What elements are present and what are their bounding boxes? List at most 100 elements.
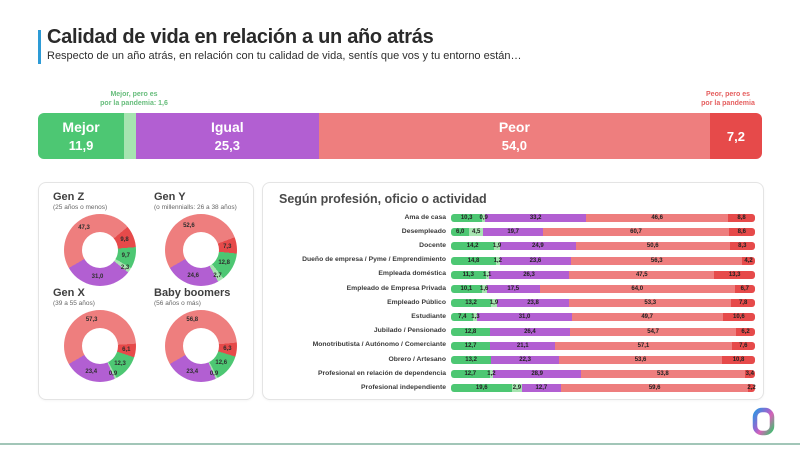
profession-bar-segment-mejor: 12,8: [451, 327, 490, 336]
profession-bar: 19,6 2,9 12,7 59,6 2,2: [451, 384, 756, 393]
profession-segment-value: 6,7: [740, 286, 749, 293]
donut-segment-label-mejor: 12,6: [215, 360, 228, 367]
overall-segment-name: Mejor: [62, 119, 100, 135]
profession-bar-segment-mejor_pandemia: 1,2: [487, 370, 496, 379]
profession-bar-segment-peor_pandemia: 3,4: [744, 370, 755, 379]
profession-row: Profesional en relación de dependencia 12…: [271, 367, 755, 381]
profession-bar-segment-peor_pandemia: 6,2: [736, 327, 755, 336]
profession-segment-value: 60,7: [630, 229, 642, 236]
profession-segment-value: 49,7: [641, 314, 654, 321]
donut-segment-label-mejor_pandemia: 2,3: [120, 264, 130, 271]
profession-bar-segment-igual: 17,5: [486, 285, 540, 294]
profession-row: Obrero / Artesano 13,2 22,3 53,6 10,8: [271, 353, 755, 367]
annotation-peor-line2: por la pandemia: [701, 100, 755, 108]
profession-segment-value: 1,2: [487, 371, 496, 378]
profession-segment-value: 56,3: [650, 257, 663, 264]
overall-segment-value: 25,3: [214, 138, 240, 153]
profession-bar: 10,3 0,9 33,2 46,6 8,8: [451, 214, 755, 223]
profession-bar-segment-igual: 26,3: [488, 270, 570, 279]
profession-bar-segment-igual: 33,2: [485, 214, 587, 223]
overall-bar-segment-mejor_pandemia: [124, 113, 136, 159]
donut-segment-label-peor: 56,8: [186, 317, 199, 324]
donut-segment-label-peor_pandemia: 9,8: [120, 236, 129, 243]
profession-segment-value: 2,9: [512, 385, 522, 392]
profession-bar-segment-peor: 50,6: [575, 242, 730, 251]
profession-bar: 13,2 22,3 53,6 10,8: [451, 355, 755, 364]
profession-bar-segment-mejor: 14,2: [451, 242, 495, 251]
profession-bar-segment-mejor: 11,3: [451, 270, 486, 279]
profession-segment-value: 1,1: [483, 271, 492, 278]
profession-segment-value: 7,8: [738, 300, 748, 307]
profession-bar-segment-peor_pandemia: 8,6: [728, 228, 755, 237]
donut-subtitle-gen-z: (25 años o menos): [53, 204, 108, 212]
profession-segment-value: 47,5: [635, 271, 648, 278]
profession-bar-segment-peor: 47,5: [569, 270, 715, 279]
donut-segment-label-peor: 52,6: [183, 222, 195, 229]
profession-segment-value: 12,7: [464, 371, 477, 378]
profession-bar: 14,8 1,2 23,6 56,3 4,2: [451, 256, 755, 265]
profession-row: Empleada doméstica 11,3 1,1 26,3 47,5 13,3: [271, 268, 755, 282]
profession-segment-value: 28,9: [531, 371, 543, 378]
profession-bar-segment-igual: 24,9: [499, 242, 576, 251]
profession-segment-value: 64,0: [631, 286, 644, 293]
profession-bar-segment-mejor_pandemia: 2,9: [512, 384, 522, 393]
brand-logo: [752, 407, 775, 436]
profession-segment-value: 23,6: [529, 257, 542, 264]
profession-label: Ama de casa: [404, 213, 446, 221]
profession-label: Empleado Público: [387, 298, 446, 306]
donut-segment-label-igual: 24,6: [187, 273, 200, 280]
profession-bar-segment-peor_pandemia: 10,6: [722, 313, 755, 322]
profession-bar-segment-mejor_pandemia: 1,3: [471, 313, 480, 322]
profession-label: Estudiante: [411, 313, 446, 320]
profession-bar-segment-mejor_pandemia: 0,9: [479, 214, 488, 223]
profession-segment-value: 0,9: [479, 215, 488, 222]
profession-segment-value: 19,6: [475, 385, 488, 392]
profession-segment-value: 7,6: [739, 342, 748, 349]
page-subtitle: Respecto de un año atrás, en relación co…: [47, 50, 522, 62]
profession-segment-value: 19,7: [507, 229, 519, 236]
profession-segment-value: 6,2: [741, 328, 750, 335]
profession-bar-segment-igual: 28,9: [493, 370, 582, 379]
profession-bar-segment-mejor_pandemia: 4,5: [469, 228, 484, 237]
profession-segment-value: 8,3: [738, 243, 747, 250]
donut-subtitle-baby-boomers: (56 años o más): [154, 300, 201, 308]
profession-segment-value: 12,7: [535, 385, 548, 392]
donut-cell-gen-x: Gen X (39 a 55 años) 57,3 6,1 12,3 0,9 23,4: [45, 287, 146, 383]
overall-segment-name: Peor: [498, 119, 530, 135]
donut-segment-label-igual: 23,4: [85, 368, 98, 375]
profession-bar-segment-mejor_pandemia: 1,9: [492, 242, 502, 251]
donut-subtitle-gen-x: (39 a 55 años): [53, 300, 95, 308]
profession-segment-value: 6,0: [455, 229, 465, 236]
profession-segment-value: 23,8: [527, 300, 539, 307]
profession-segment-value: 12,7: [464, 342, 477, 349]
profession-bar-segment-mejor_pandemia: 1,6: [480, 285, 488, 294]
profession-row: Desempleado 6,0 4,5 19,7 60,7 8,6: [271, 225, 755, 239]
profession-bar-segment-igual: 21,1: [490, 341, 556, 350]
profession-label: Docente: [419, 242, 446, 250]
profession-segment-value: 17,5: [507, 286, 520, 293]
donut-title-gen-y: Gen Y: [154, 191, 186, 203]
profession-segment-value: 26,3: [523, 271, 535, 278]
profession-label: Profesional independiente: [361, 383, 446, 391]
profession-bar-segment-mejor: 13,2: [451, 299, 492, 308]
donut-title-gen-z: Gen Z: [53, 191, 85, 203]
profession-bar-segment-mejor: 14,8: [451, 256, 496, 265]
donut-cell-gen-y: Gen Y (o millennialls: 26 a 38 años) 52,…: [146, 191, 247, 287]
profession-row: Dueño de empresa / Pyme / Emprendimiento…: [271, 254, 755, 268]
profession-bar: 7,4 1,3 31,0 49,7 10,6: [451, 313, 755, 322]
overall-bar-segment-mejor: Mejor 11,9: [38, 113, 125, 159]
profession-row: Profesional independiente 19,6 2,9 12,7 59,6…: [271, 381, 756, 395]
donut-segment-label-peor: 57,3: [85, 317, 98, 324]
profession-row: Empleado Público 13,2 1,9 23,8 53,3 7,8: [271, 296, 755, 310]
profession-bar-segment-igual: 19,7: [483, 228, 544, 237]
donut-subtitle-gen-y: (o millennialls: 26 a 38 años): [154, 204, 237, 212]
profession-segment-value: 33,2: [529, 215, 542, 222]
profession-label: Jubilado / Pensionado: [373, 327, 446, 335]
profession-segment-value: 14,8: [467, 257, 480, 264]
profession-segment-value: 10,6: [733, 314, 745, 321]
profession-segment-value: 53,6: [634, 356, 647, 363]
annotation-mejor-line2: por la pandemia: 1,6: [100, 100, 168, 108]
profession-segment-value: 1,9: [492, 243, 502, 250]
profession-bar-segment-igual: 31,0: [477, 313, 572, 322]
professions-rows: Ama de casa 10,3 0,9 33,2 46,6 8,8 Desempleado…: [263, 206, 763, 395]
